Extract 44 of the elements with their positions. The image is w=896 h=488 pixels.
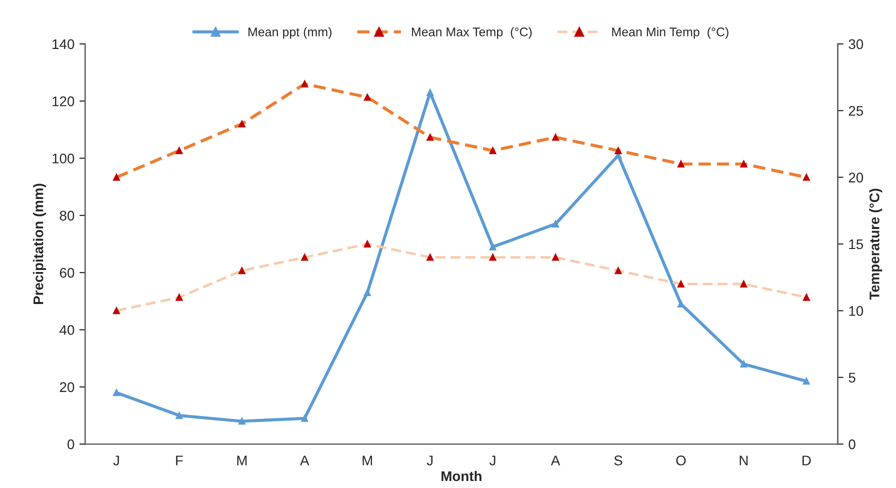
- x-tick-label: S: [614, 456, 622, 466]
- y2-tick-label: 15: [849, 239, 864, 250]
- x-tick-label: J: [490, 456, 496, 466]
- x-tick-label: D: [802, 456, 811, 466]
- y-axis-title: Precipitation (mm): [33, 184, 46, 304]
- x-tick-label: A: [550, 456, 560, 466]
- y2-tick-label: 0: [848, 439, 856, 450]
- x-tick-label: A: [300, 456, 310, 466]
- y-tick-label: 100: [52, 154, 74, 164]
- legend-label: Mean Min Temp (°C): [612, 27, 728, 39]
- point: [113, 389, 120, 396]
- x-tick-label: M: [237, 456, 247, 466]
- y2-tick-label: 25: [848, 106, 864, 116]
- point: [364, 289, 371, 296]
- y2-tick-label: 20: [848, 172, 864, 182]
- y-tick-label: 20: [60, 382, 74, 392]
- y-tick-label: 120: [52, 96, 74, 106]
- y-tick-label: 40: [60, 325, 74, 335]
- y2-tick-label: 5: [848, 372, 856, 383]
- point: [677, 300, 684, 308]
- y2-tick-label: 30: [848, 39, 864, 50]
- x-tick-label: N: [740, 456, 748, 466]
- x-tick-label: F: [176, 456, 183, 466]
- y-tick-label: 80: [60, 210, 74, 221]
- legend-label: Mean Max Temp (°C): [412, 27, 532, 39]
- point: [740, 360, 748, 368]
- x-tick-label: J: [426, 456, 433, 466]
- point: [552, 220, 559, 228]
- point: [489, 243, 496, 250]
- point: [238, 418, 246, 425]
- y-tick-label: 140: [52, 39, 74, 50]
- x-axis-title: Month: [442, 470, 482, 482]
- x-tick-label: M: [362, 456, 372, 466]
- y2-tick-label: 10: [849, 306, 864, 316]
- point: [301, 414, 308, 422]
- y-tick-label: 0: [68, 439, 74, 450]
- x-tick-label: J: [113, 456, 119, 466]
- point: [426, 89, 434, 96]
- x-tick-label: O: [676, 456, 686, 466]
- y2-axis-title: Temperature (°C): [869, 188, 882, 300]
- legend-label: Mean ppt (mm): [248, 27, 332, 39]
- y-tick-label: 60: [60, 268, 74, 278]
- point: [802, 378, 810, 385]
- point: [176, 412, 183, 419]
